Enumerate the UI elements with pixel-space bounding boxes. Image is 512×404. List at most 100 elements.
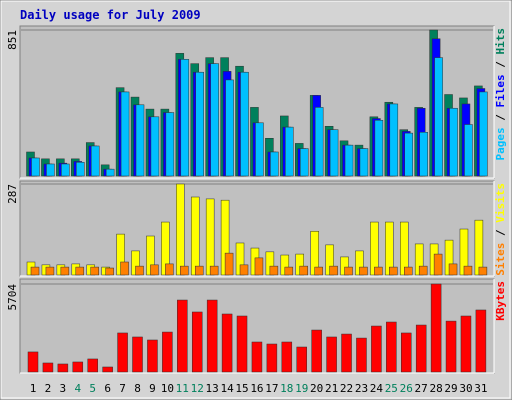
x-tick-label: 14	[220, 382, 234, 395]
bar	[102, 366, 113, 373]
bar	[404, 132, 413, 177]
bar	[60, 266, 70, 276]
x-tick-label: 25	[385, 382, 398, 395]
bar	[359, 148, 369, 177]
bar	[266, 343, 278, 373]
bar	[269, 265, 279, 276]
bar	[430, 283, 442, 373]
bar	[344, 144, 354, 177]
legend: KBytes	[494, 281, 507, 321]
x-tick-label: 29	[444, 382, 457, 395]
x-tick-label: 11	[176, 382, 189, 395]
x-tick-label: 18	[280, 382, 293, 395]
bar	[180, 265, 189, 276]
legend: Sites / Visits	[494, 183, 507, 276]
legend-entry: Pages	[494, 127, 507, 160]
bar	[445, 320, 457, 373]
x-tick-label: 30	[459, 382, 472, 395]
x-tick-label: 1	[30, 382, 37, 395]
bar	[206, 299, 218, 373]
x-tick-label: 2	[45, 382, 52, 395]
bar	[57, 363, 69, 373]
y-tick-label: 287	[6, 184, 19, 204]
bar	[404, 266, 413, 276]
bar	[31, 157, 40, 177]
bar	[45, 266, 55, 276]
bar	[239, 264, 249, 276]
x-tick-label: 24	[370, 382, 384, 395]
bar	[210, 63, 219, 177]
bar	[418, 265, 428, 276]
y-tick-label: 851	[6, 30, 19, 50]
bar	[76, 162, 85, 177]
x-tick-label: 19	[295, 382, 308, 395]
bar	[255, 122, 264, 177]
bar	[314, 266, 323, 276]
bar	[30, 266, 40, 276]
bar	[371, 325, 382, 373]
bar	[221, 313, 233, 373]
x-tick-label: 23	[355, 382, 368, 395]
bar	[474, 219, 484, 276]
bar	[329, 265, 338, 276]
bar	[150, 264, 159, 276]
bar	[177, 299, 188, 373]
x-tick-label: 12	[191, 382, 204, 395]
bar	[90, 145, 100, 177]
x-tick-label: 17	[265, 382, 278, 395]
bar	[415, 324, 427, 373]
bar	[150, 116, 160, 177]
bar	[401, 332, 412, 373]
bar	[240, 71, 249, 177]
bar	[105, 168, 115, 177]
bar	[475, 309, 487, 373]
bar	[209, 265, 219, 276]
x-tick-label: 15	[235, 382, 248, 395]
bar	[281, 341, 293, 373]
bar	[284, 266, 294, 276]
bar	[205, 198, 215, 276]
bar	[162, 331, 173, 373]
legend-separator: /	[494, 108, 507, 128]
bar	[479, 91, 488, 177]
legend-entry: KBytes	[494, 281, 507, 321]
bar	[236, 315, 248, 373]
bar	[389, 103, 399, 177]
bar	[147, 339, 158, 373]
bar	[463, 265, 473, 276]
bar	[285, 126, 294, 177]
bar	[194, 265, 204, 276]
bar	[449, 107, 458, 177]
bar	[132, 336, 143, 373]
x-tick-label: 16	[250, 382, 263, 395]
bar	[135, 265, 144, 276]
bar	[344, 266, 353, 276]
bar	[117, 332, 128, 373]
bar	[120, 91, 130, 177]
bar	[224, 252, 234, 276]
bar	[329, 129, 339, 177]
bar	[419, 132, 428, 177]
bar	[374, 119, 384, 177]
bar	[42, 362, 54, 373]
x-tick-label: 10	[161, 382, 174, 395]
bar	[254, 257, 264, 276]
bar	[314, 107, 324, 177]
legend: Pages / Files / Hits	[494, 28, 507, 161]
bar	[61, 163, 70, 177]
x-tick-label: 7	[119, 382, 126, 395]
x-tick-label: 13	[206, 382, 219, 395]
bar	[165, 112, 175, 177]
bar	[180, 59, 190, 177]
legend-separator: /	[494, 55, 507, 75]
chart-title: Daily usage for July 2009	[20, 8, 201, 22]
bar	[225, 79, 234, 177]
bar	[191, 311, 203, 373]
bar	[176, 183, 185, 276]
bar	[326, 336, 337, 373]
bar	[165, 263, 174, 276]
bar	[195, 71, 204, 177]
bar	[478, 266, 488, 276]
x-tick-label: 20	[310, 382, 323, 395]
